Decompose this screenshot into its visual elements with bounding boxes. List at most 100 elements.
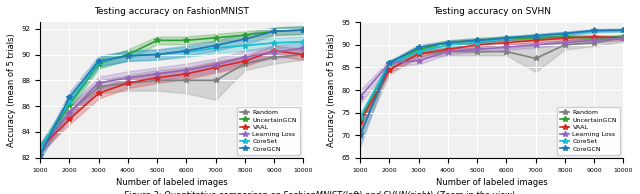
Learning Loss [386,62,394,64]
Learning Loss [154,73,161,75]
CoreSet [241,44,249,47]
UncertainGCN [154,39,161,42]
VAAL [212,66,220,69]
UncertainGCN [66,104,74,106]
CoreSet [474,42,481,44]
UncertainGCN [36,146,44,149]
CoreSet [561,32,569,35]
Learning Loss [300,47,307,49]
UncertainGCN [620,36,627,38]
CoreSet [124,55,132,57]
Learning Loss [415,60,422,62]
Learning Loss [241,56,249,58]
VAAL [36,148,44,150]
UncertainGCN [270,30,278,32]
CoreGCN [212,44,220,47]
Random [620,37,627,39]
Learning Loss [66,111,74,114]
CoreSet [154,53,161,56]
Line: CoreSet: CoreSet [38,39,306,150]
CoreGCN [561,32,569,35]
CoreGCN [415,46,422,48]
Random [502,50,510,53]
UncertainGCN [444,42,452,44]
Random [182,79,190,81]
Line: VAAL: VAAL [38,48,306,152]
Random [241,62,249,65]
CoreSet [444,44,452,46]
UncertainGCN [124,53,132,56]
UncertainGCN [502,37,510,39]
Y-axis label: Accuracy (mean of 5 trials): Accuracy (mean of 5 trials) [7,33,16,147]
Random [36,149,44,151]
UncertainGCN [415,48,422,51]
VAAL [66,118,74,120]
Title: Testing accuracy on FashionMNIST: Testing accuracy on FashionMNIST [94,7,249,16]
CoreGCN [124,55,132,57]
CoreSet [66,101,74,103]
Random [532,57,540,60]
Learning Loss [474,48,481,51]
UncertainGCN [590,37,598,39]
VAAL [386,68,394,71]
VAAL [182,73,190,75]
Learning Loss [212,64,220,66]
UncertainGCN [532,37,540,39]
UncertainGCN [182,39,190,42]
Legend: Random, UncertainGCN, VAAL, Learning Loss, CoreSet, CoreGCN: Random, UncertainGCN, VAAL, Learning Los… [557,107,620,155]
Learning Loss [502,46,510,48]
Learning Loss [561,42,569,44]
UncertainGCN [300,29,307,31]
Line: Random: Random [38,52,306,153]
Random [124,82,132,84]
CoreSet [532,35,540,37]
CoreGCN [620,29,627,31]
Line: Random: Random [358,35,626,136]
Line: CoreSet: CoreSet [358,28,626,120]
CoreSet [415,50,422,53]
CoreGCN [154,53,161,56]
Legend: Random, UncertainGCN, VAAL, Learning Loss, CoreSet, CoreGCN: Random, UncertainGCN, VAAL, Learning Los… [237,107,300,155]
VAAL [620,37,627,39]
VAAL [532,39,540,42]
CoreSet [270,42,278,44]
VAAL [124,82,132,84]
Learning Loss [182,69,190,71]
VAAL [270,49,278,52]
Random [300,53,307,56]
Learning Loss [36,148,44,150]
X-axis label: Number of labeled images: Number of labeled images [116,178,228,187]
Random [474,50,481,53]
CoreSet [95,61,102,63]
Random [590,42,598,44]
Learning Loss [95,82,102,84]
Learning Loss [444,50,452,53]
CoreSet [182,51,190,53]
CoreSet [386,62,394,64]
CoreGCN [386,62,394,64]
VAAL [154,77,161,79]
Random [561,44,569,46]
CoreSet [36,146,44,149]
VAAL [300,53,307,56]
CoreSet [502,37,510,39]
VAAL [590,36,598,38]
Random [356,132,364,134]
Random [444,50,452,53]
CoreGCN [532,35,540,37]
Random [95,86,102,88]
Random [66,111,74,114]
CoreSet [300,41,307,43]
Random [154,79,161,81]
Title: Testing accuracy on SVHN: Testing accuracy on SVHN [433,7,551,16]
UncertainGCN [474,39,481,42]
Y-axis label: Accuracy (mean of 5 trials): Accuracy (mean of 5 trials) [327,33,336,147]
Random [415,53,422,55]
VAAL [356,120,364,123]
VAAL [561,37,569,39]
CoreGCN [300,29,307,31]
Random [386,68,394,71]
VAAL [474,44,481,46]
X-axis label: Number of labeled images: Number of labeled images [436,178,548,187]
Learning Loss [356,96,364,98]
